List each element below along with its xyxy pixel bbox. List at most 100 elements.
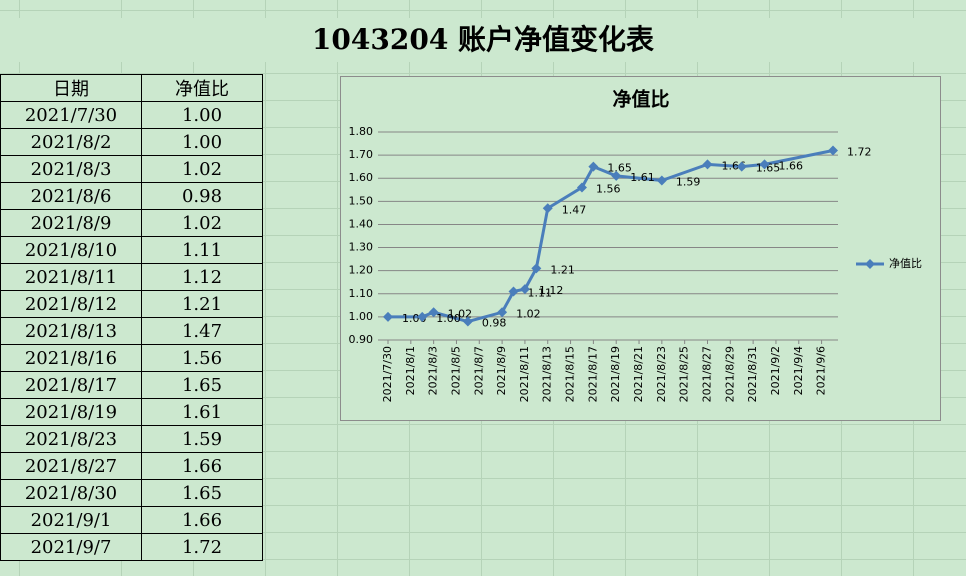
y-tick-label: 1.10 <box>349 287 374 300</box>
table-row: 2021/8/10 1.11 <box>0 236 263 264</box>
data-table: 日期 净值比 2021/7/30 1.00 2021/8/2 1.00 2021/8/3 1.… <box>0 74 263 561</box>
marker <box>531 263 542 274</box>
x-tick-label: 2021/8/13 <box>541 346 554 402</box>
data-label: 0.98 <box>482 317 507 330</box>
marker <box>497 307 508 318</box>
data-label: 1.02 <box>448 307 473 320</box>
marker <box>611 170 622 181</box>
table-row: 2021/8/3 1.02 <box>0 155 263 183</box>
data-label: 1.72 <box>847 145 872 158</box>
table-cell: 2021/8/6 <box>0 182 142 210</box>
y-tick-label: 1.50 <box>349 194 374 207</box>
table-cell: 2021/8/12 <box>0 290 142 318</box>
marker <box>519 284 530 295</box>
table-row: 2021/8/23 1.59 <box>0 425 263 453</box>
x-tick-label: 2021/8/31 <box>746 346 759 402</box>
x-tick-label: 2021/9/2 <box>769 346 782 395</box>
table-cell: 1.00 <box>141 101 263 129</box>
data-label: 1.59 <box>676 176 701 189</box>
marker <box>428 307 439 318</box>
table-cell: 2021/8/16 <box>0 344 142 372</box>
table-cell: 2021/8/2 <box>0 128 142 156</box>
marker <box>656 175 667 186</box>
table-cell: 0.98 <box>141 182 263 210</box>
marker <box>702 159 713 170</box>
marker <box>542 203 553 214</box>
table-cell: 1.02 <box>141 155 263 183</box>
x-tick-label: 2021/8/9 <box>495 346 508 395</box>
data-label: 1.47 <box>562 203 587 216</box>
legend-label: 净值比 <box>889 256 922 270</box>
x-tick-label: 2021/8/27 <box>700 346 713 402</box>
table-row: 2021/8/13 1.47 <box>0 317 263 345</box>
marker <box>759 159 770 170</box>
table-row: 2021/8/2 1.00 <box>0 128 263 156</box>
table-cell: 1.66 <box>141 452 263 480</box>
x-tick-label: 2021/8/25 <box>678 346 691 402</box>
table-cell: 1.59 <box>141 425 263 453</box>
data-label: 1.02 <box>516 307 541 320</box>
table-cell: 2021/8/13 <box>0 317 142 345</box>
data-label: 1.61 <box>630 171 655 184</box>
x-tick-label: 2021/7/30 <box>381 346 394 402</box>
table-cell: 1.72 <box>141 533 263 561</box>
legend-marker <box>865 259 875 269</box>
x-tick-label: 2021/8/1 <box>404 346 417 395</box>
table-cell: 2021/8/23 <box>0 425 142 453</box>
table-row: 2021/8/19 1.61 <box>0 398 263 426</box>
table-row: 2021/8/12 1.21 <box>0 290 263 318</box>
table-cell: 1.02 <box>141 209 263 237</box>
table-row: 2021/8/6 0.98 <box>0 182 263 210</box>
y-tick-label: 1.80 <box>349 125 374 138</box>
table-cell: 1.66 <box>141 506 263 534</box>
data-label: 1.66 <box>779 159 804 172</box>
y-tick-label: 1.60 <box>349 171 374 184</box>
table-cell: 2021/8/10 <box>0 236 142 264</box>
chart-title: 净值比 <box>612 88 669 111</box>
data-label: 1.56 <box>596 182 621 195</box>
x-tick-label: 2021/8/3 <box>427 346 440 395</box>
header-cell: 净值比 <box>141 74 263 102</box>
x-tick-label: 2021/9/4 <box>792 346 805 395</box>
marker <box>462 316 473 327</box>
y-tick-label: 1.00 <box>349 310 374 323</box>
marker <box>736 161 747 172</box>
table-row: 2021/8/11 1.12 <box>0 263 263 291</box>
x-tick-label: 2021/8/11 <box>518 346 531 402</box>
x-tick-label: 2021/8/21 <box>632 346 645 402</box>
x-tick-label: 2021/8/29 <box>723 346 736 402</box>
data-label: 1.65 <box>607 162 632 175</box>
sheet-title: 1043204 账户净值变化表 <box>0 18 966 62</box>
table-cell: 1.47 <box>141 317 263 345</box>
table-cell: 1.00 <box>141 128 263 156</box>
data-label: 1.12 <box>539 284 564 297</box>
table-cell: 2021/8/9 <box>0 209 142 237</box>
x-tick-label: 2021/8/23 <box>655 346 668 402</box>
x-tick-label: 2021/8/17 <box>586 346 599 402</box>
marker <box>828 145 838 156</box>
x-tick-label: 2021/9/6 <box>815 346 828 395</box>
table-cell: 1.11 <box>141 236 263 264</box>
table-cell: 1.12 <box>141 263 263 291</box>
y-tick-label: 1.40 <box>349 217 374 230</box>
marker <box>383 311 393 322</box>
header-row: 日期 净值比 <box>0 74 263 102</box>
table-row: 2021/9/7 1.72 <box>0 533 263 561</box>
table-cell: 1.61 <box>141 398 263 426</box>
marker <box>417 311 428 322</box>
table-row: 2021/8/9 1.02 <box>0 209 263 237</box>
data-label: 1.21 <box>550 263 575 276</box>
y-tick-label: 1.70 <box>349 148 374 161</box>
table-row: 2021/9/1 1.66 <box>0 506 263 534</box>
table-cell: 2021/9/1 <box>0 506 142 534</box>
marker <box>508 286 519 297</box>
y-tick-label: 0.90 <box>349 333 374 346</box>
chart-area <box>340 76 941 421</box>
x-tick-label: 2021/8/7 <box>472 346 485 395</box>
x-tick-label: 2021/8/19 <box>609 346 622 402</box>
data-label: 1.00 <box>436 312 461 325</box>
marker <box>588 161 599 172</box>
table-cell: 1.56 <box>141 344 263 372</box>
